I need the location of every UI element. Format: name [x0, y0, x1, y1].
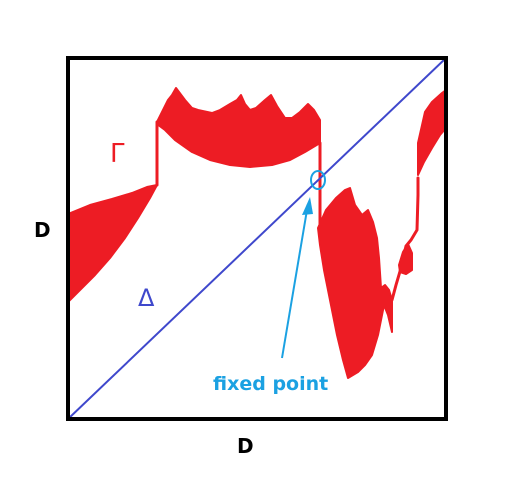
domain-square-frame: [66, 56, 448, 421]
diagonal-delta-label: Δ: [138, 284, 155, 312]
fixed-point-marker: [310, 170, 326, 190]
graph-gamma-label: Γ: [110, 139, 125, 169]
graph-region-upper-band: [156, 87, 321, 168]
graph-gamma: [67, 87, 447, 379]
graph-region-lower-middle: [317, 187, 393, 379]
diagonal-delta: [67, 57, 447, 420]
graph-connector-lower-right: [390, 176, 420, 302]
fixed-point-arrow-shaft: [281, 203, 309, 359]
y-axis-label: D: [34, 218, 51, 242]
graph-gamma-connectors: [155, 120, 420, 302]
fixed-point-label: fixed point: [213, 373, 328, 395]
graph-region-right-band: [417, 89, 447, 176]
x-axis-label: D: [237, 434, 254, 458]
graph-region-left-wedge: [67, 184, 158, 303]
fixed-point-arrow-head: [302, 197, 313, 215]
